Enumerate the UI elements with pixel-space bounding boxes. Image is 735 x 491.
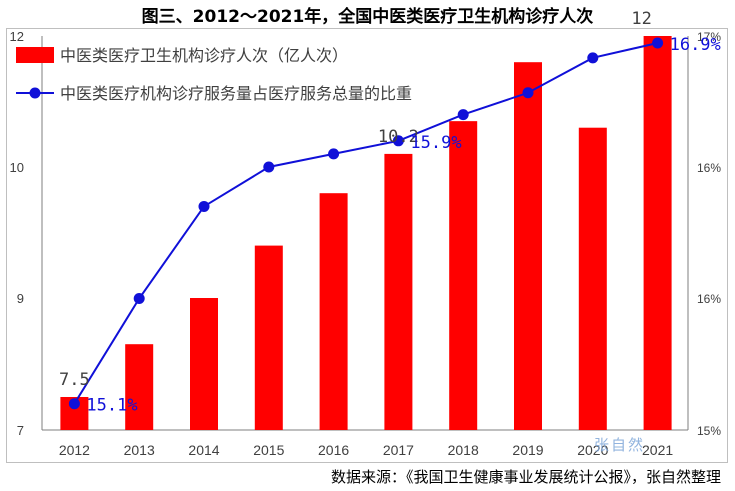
right-tick-label: 17% xyxy=(697,30,721,44)
right-tick-label: 16% xyxy=(697,292,721,306)
bar xyxy=(643,36,672,430)
line-point xyxy=(198,200,210,212)
x-tick-label: 2012 xyxy=(59,442,90,458)
watermark-text: 张自然 xyxy=(594,436,646,454)
left-tick-label: 10 xyxy=(10,160,24,175)
x-tick-label: 2016 xyxy=(318,442,349,458)
x-tick-label: 2015 xyxy=(253,442,284,458)
chart-border xyxy=(6,28,728,463)
bar xyxy=(319,193,348,430)
line-point xyxy=(263,161,275,173)
bar-data-label: 12 xyxy=(631,9,651,29)
x-tick-label: 2021 xyxy=(642,442,673,458)
legend-bar-swatch xyxy=(16,47,54,63)
line-point xyxy=(587,52,599,64)
left-tick-label: 7 xyxy=(17,423,24,438)
bar-data-label: 7.5 xyxy=(59,370,90,390)
bar-data-label: 10.2 xyxy=(378,127,419,147)
right-tick-label: 16% xyxy=(697,161,721,175)
bar xyxy=(190,298,218,430)
line-data-label: 15.1% xyxy=(86,396,137,416)
x-tick-label: 2014 xyxy=(188,442,219,458)
line-point xyxy=(457,109,469,121)
x-tick-label: 2019 xyxy=(512,442,543,458)
line-series xyxy=(73,42,658,405)
line-point xyxy=(652,37,664,49)
bar xyxy=(254,245,283,430)
line-data-label: 16.9% xyxy=(670,35,721,55)
left-tick-label: 9 xyxy=(17,291,24,306)
data-source-note: 数据来源：《我国卫生健康事业发展统计公报》，张自然整理 xyxy=(330,468,721,486)
bar xyxy=(578,127,607,430)
line-point xyxy=(392,135,404,147)
chart-title: 图三、2012～2021年，全国中医类医疗卫生机构诊疗人次 xyxy=(141,7,594,27)
line-point xyxy=(328,148,340,160)
x-tick-label: 2017 xyxy=(383,442,414,458)
right-tick-label: 15% xyxy=(697,424,721,438)
line-point xyxy=(133,293,145,304)
bar xyxy=(514,62,542,430)
line-point xyxy=(68,398,80,410)
bar xyxy=(449,121,478,431)
legend-line-label: 中医类医疗机构诊疗服务量占医疗服务总量的比重 xyxy=(60,84,412,103)
line-data-label: 15.9% xyxy=(410,133,461,153)
left-tick-label: 12 xyxy=(10,29,24,44)
line-point xyxy=(522,87,534,99)
x-tick-label: 2018 xyxy=(448,442,479,458)
legend-bar-label: 中医类医疗卫生机构诊疗人次（亿人次） xyxy=(60,46,348,65)
x-tick-label: 2013 xyxy=(124,442,155,458)
bar xyxy=(125,344,154,430)
legend-line-marker xyxy=(29,87,41,99)
x-tick-label: 2020 xyxy=(577,442,608,458)
bar xyxy=(384,153,413,430)
